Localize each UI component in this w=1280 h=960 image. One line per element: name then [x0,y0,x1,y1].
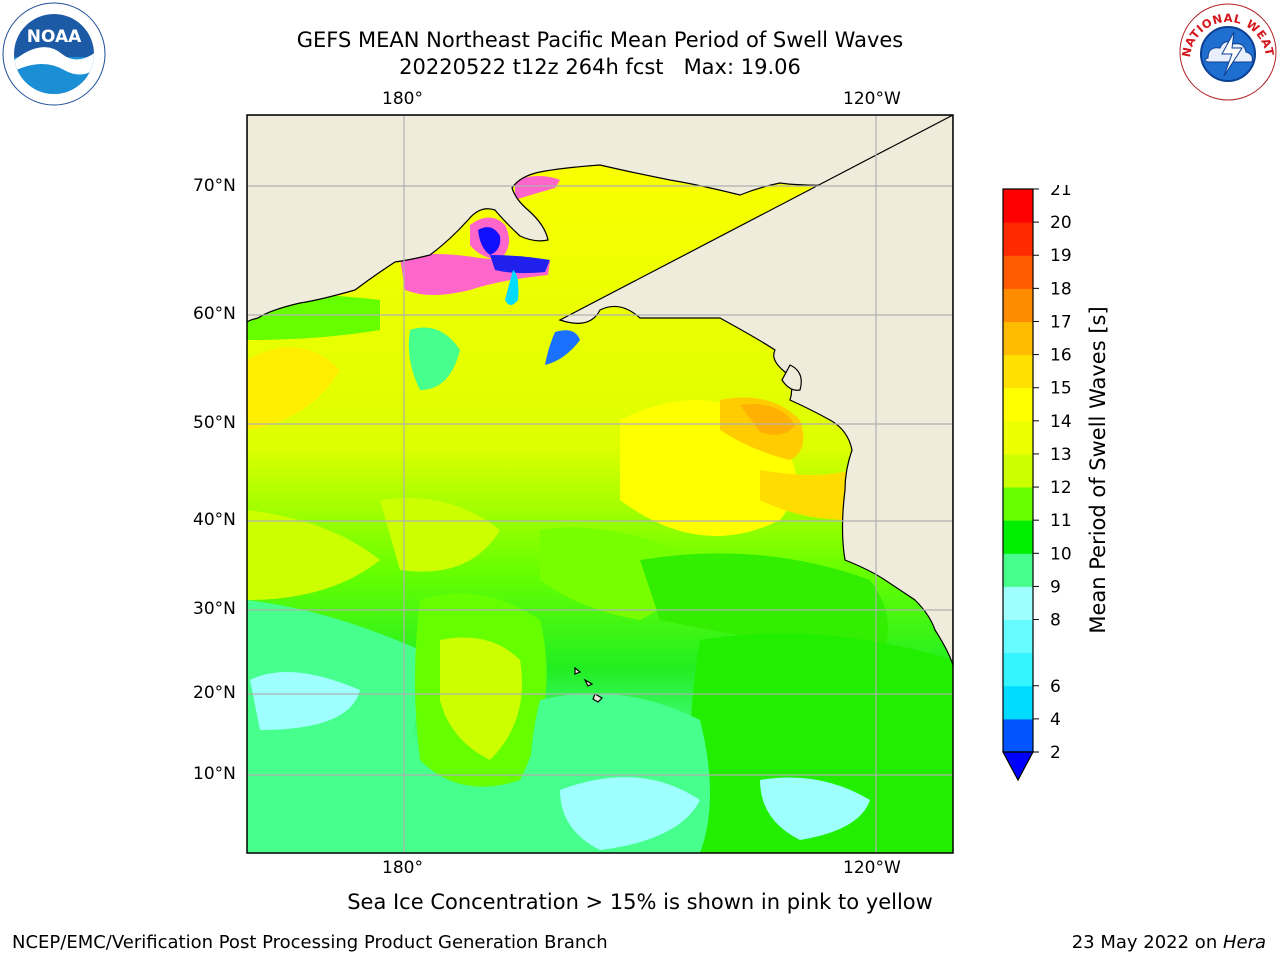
footer-machine: Hera [1222,932,1266,953]
lon-label-bottom-180: 180° [382,858,423,878]
colorbar-tick-label: 9 [1050,577,1061,597]
lon-label-bottom-120w: 120°W [843,858,901,878]
colorbar-tick-label: 17 [1050,312,1072,332]
colorbar-extend-min [1001,751,1035,782]
lat-label-20n: 20°N [193,683,236,703]
colorbar-block [1003,520,1033,554]
noaa-logo-text: NOAA [27,27,82,47]
colorbar-block [1003,288,1033,322]
lat-label-30n: 30°N [193,599,236,619]
colorbar-block [1003,619,1033,654]
colorbar-block [1003,652,1033,687]
colorbar-block [1003,354,1033,389]
colorbar-tick-label: 13 [1050,445,1072,465]
colorbar-block [1003,453,1033,488]
colorbar-label: Mean Period of Swell Waves [s] [1086,306,1110,634]
colorbar-tick-label: 12 [1050,478,1072,498]
colorbar-block [1003,685,1033,720]
lon-label-top-120w: 120°W [843,89,901,109]
colorbar-block [1003,586,1033,621]
chart-title: GEFS MEAN Northeast Pacific Mean Period … [296,28,904,52]
colorbar-tick-label: 21 [1050,185,1072,200]
colorbar-block [1003,420,1033,455]
colorbar-tick-label: 18 [1050,279,1072,299]
lon-label-top-180: 180° [382,89,423,109]
colorbar-block [1003,222,1033,256]
colorbar-block [1003,487,1033,521]
colorbar-tick-label: 16 [1050,346,1072,366]
swell-period-field [247,295,953,853]
colorbar-frame [1002,188,1034,753]
nws-logo-icon: NATIONAL WEATHER SERVICE [1178,2,1277,101]
land-masses [247,115,953,703]
footer-date-text: 23 May 2022 on [1071,932,1223,953]
chart-subtitle: 20220522 t12z 264h fcst Max: 19.06 [399,55,801,79]
colorbar-tick-label: 19 [1050,246,1072,266]
noaa-logo-icon: NOAA [2,2,106,106]
lat-label-40n: 40°N [193,510,236,530]
colorbar-block [1003,387,1033,422]
colorbar-block [1003,255,1033,289]
colorbar-block [1003,718,1033,753]
colorbar: 2 4 6 8 9 10 11 12 13 14 15 16 17 18 19 20 21 [1001,185,1072,782]
colorbar-tick-label: 20 [1050,213,1072,233]
lat-label-60n: 60°N [193,304,236,324]
colorbar-tick-label: 10 [1050,544,1072,564]
lat-label-50n: 50°N [193,413,236,433]
sea-ice-note: Sea Ice Concentration > 15% is shown in … [347,890,933,914]
colorbar-tick-label: 11 [1050,511,1072,531]
footer-date: 23 May 2022 on Hera [1072,932,1266,953]
colorbar-tick-label: 4 [1050,710,1061,730]
map-frame [246,114,954,854]
colorbar-tick-label: 15 [1050,379,1072,399]
colorbar-block [1003,553,1033,587]
lat-label-70n: 70°N [193,176,236,196]
colorbar-block [1003,321,1033,356]
colorbar-block [1003,189,1033,223]
lat-label-10n: 10°N [193,764,236,784]
colorbar-tick-label: 2 [1050,743,1061,763]
colorbar-tick-label: 6 [1050,677,1061,697]
colorbar-tick-label: 14 [1050,412,1072,432]
gridlines [247,115,953,853]
footer-credit: NCEP/EMC/Verification Post Processing Pr… [12,932,608,953]
colorbar-tick-label: 8 [1050,611,1061,631]
